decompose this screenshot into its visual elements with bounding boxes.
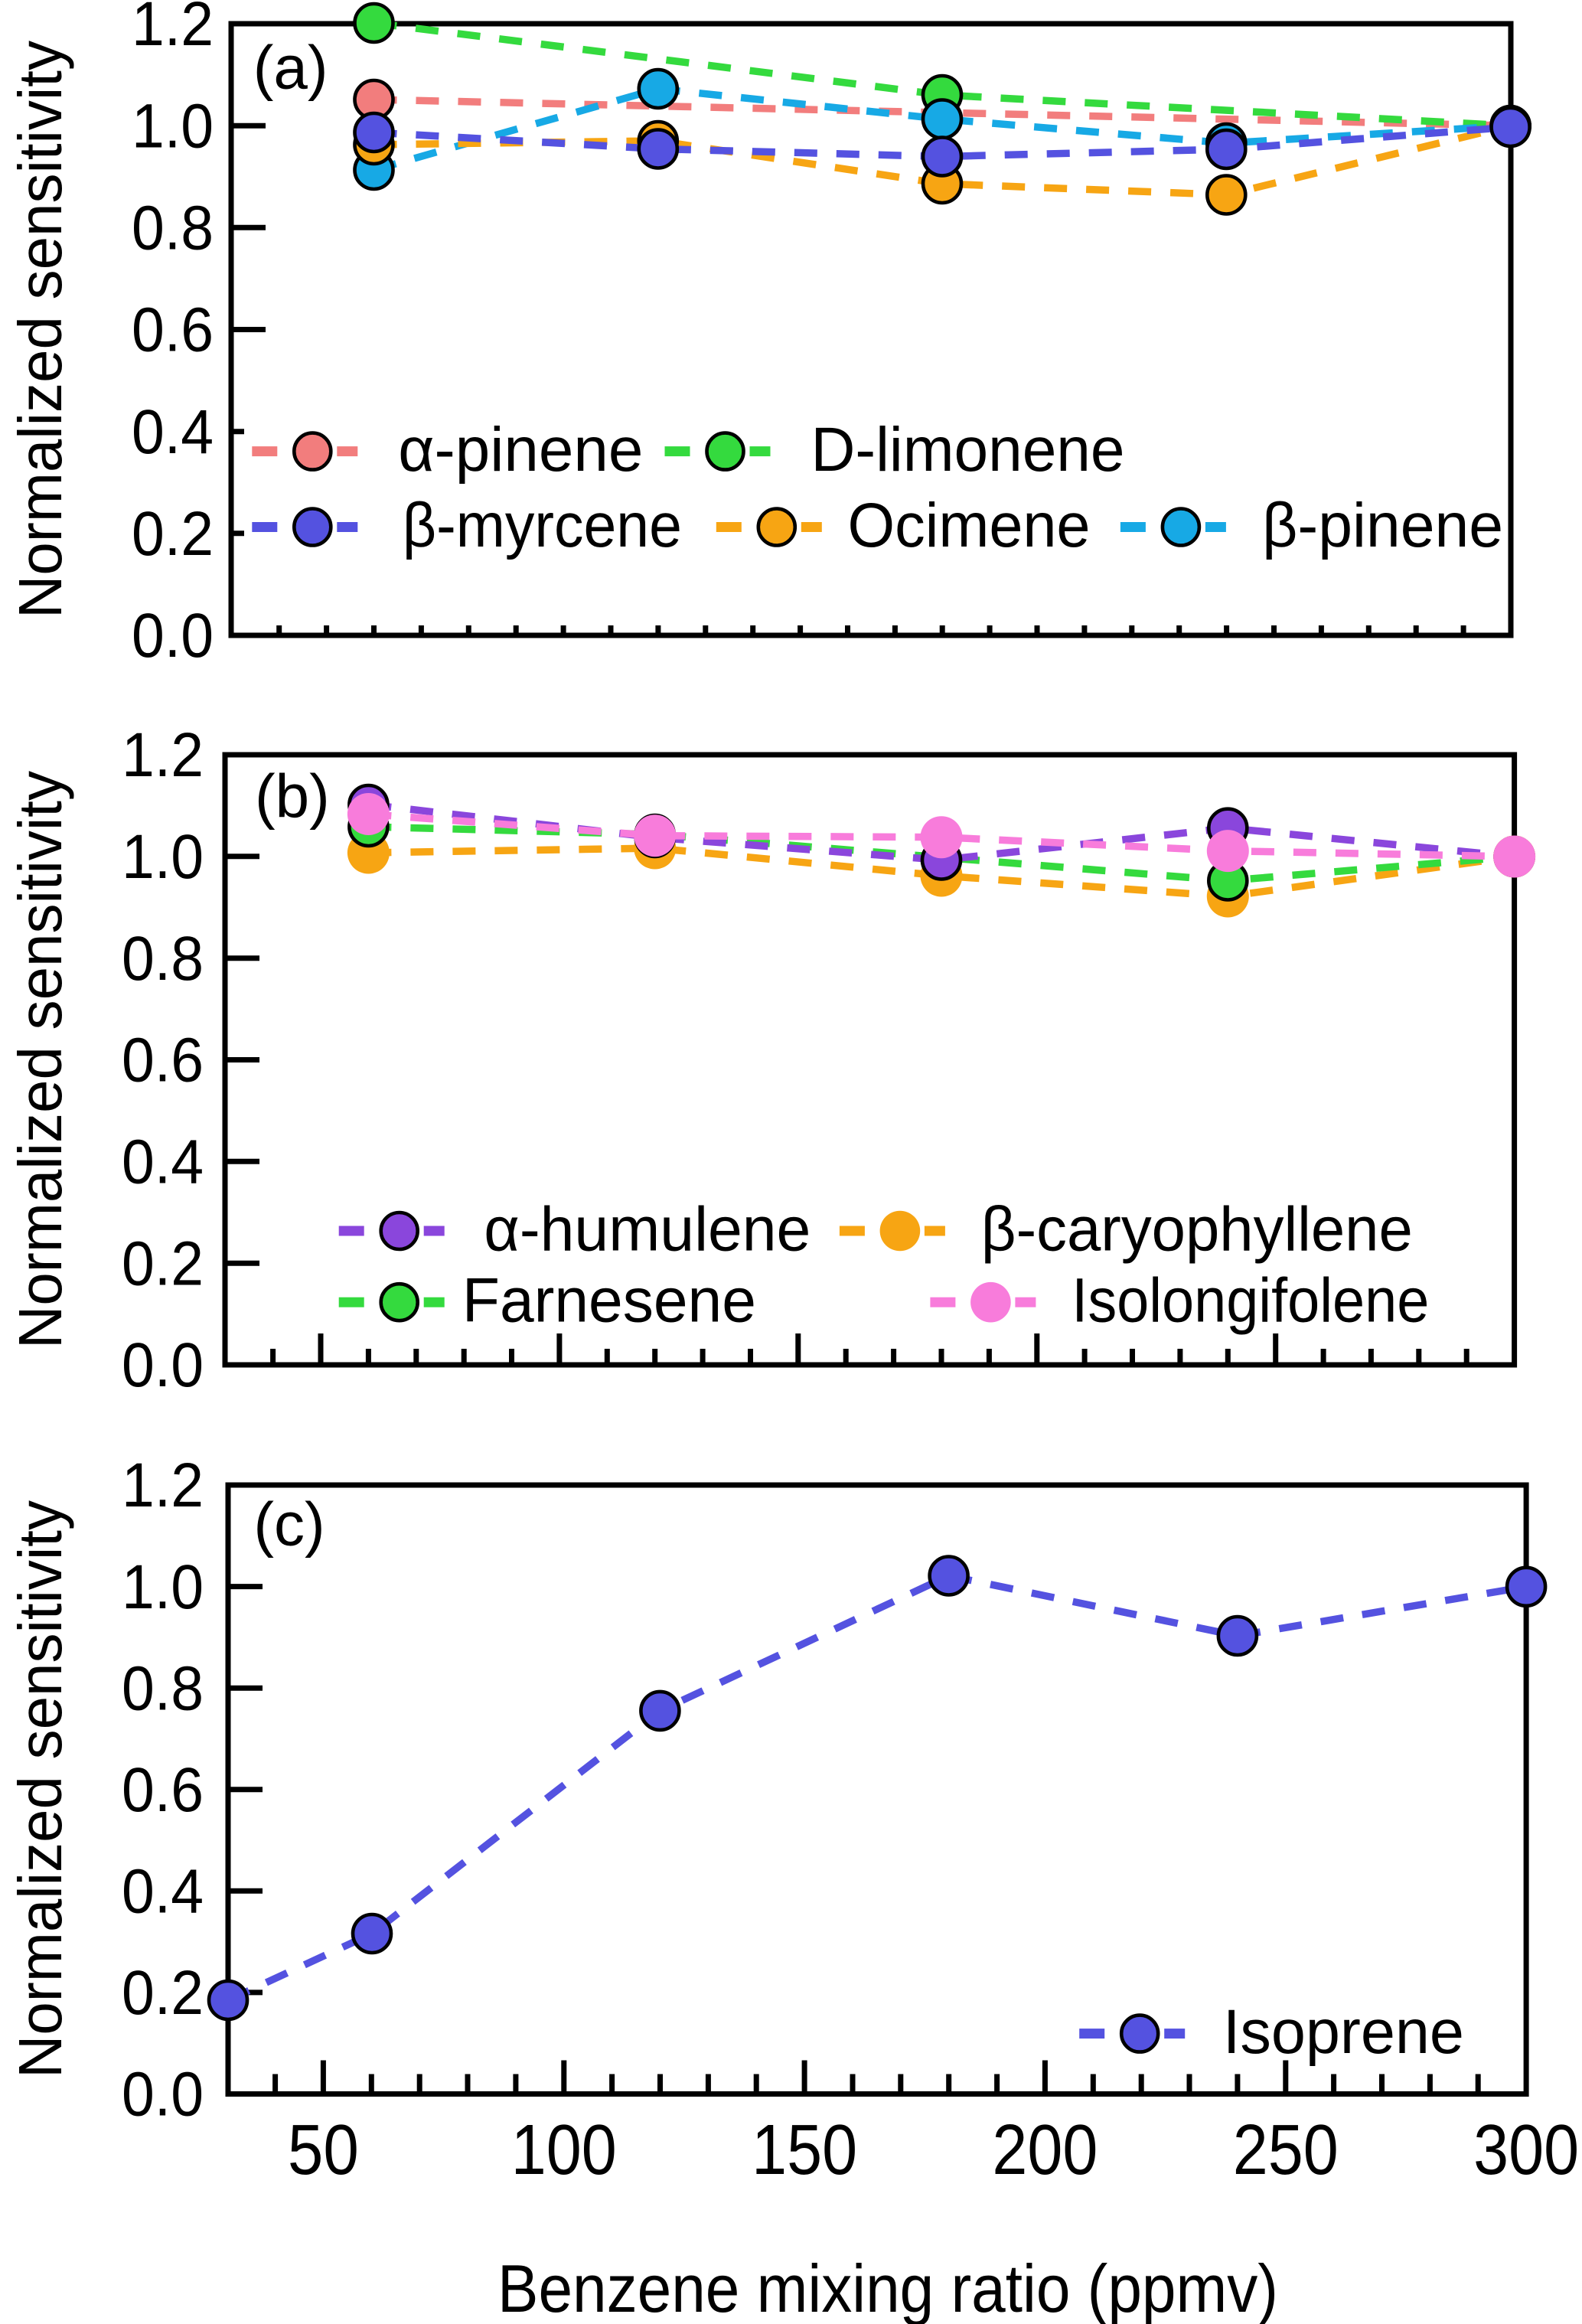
svg-text:0.2: 0.2 xyxy=(132,499,214,569)
svg-text:200: 200 xyxy=(992,2110,1098,2189)
svg-text:1.2: 1.2 xyxy=(122,720,204,790)
svg-text:β-myrcene: β-myrcene xyxy=(403,491,682,560)
svg-text:1.0: 1.0 xyxy=(132,91,214,161)
svg-text:250: 250 xyxy=(1233,2110,1339,2189)
svg-text:0.6: 0.6 xyxy=(122,1026,204,1095)
svg-text:Normalized sensitivity: Normalized sensitivity xyxy=(6,41,74,619)
svg-text:1.0: 1.0 xyxy=(122,1552,204,1622)
svg-text:0.4: 0.4 xyxy=(132,397,214,467)
svg-text:1.2: 1.2 xyxy=(122,1451,204,1520)
svg-text:0.8: 0.8 xyxy=(122,1653,204,1723)
svg-text:0.8: 0.8 xyxy=(132,194,214,263)
svg-text:50: 50 xyxy=(288,2110,359,2189)
svg-text:0.2: 0.2 xyxy=(122,1958,204,2028)
svg-text:0.0: 0.0 xyxy=(122,1330,204,1400)
svg-text:Farnesene: Farnesene xyxy=(462,1266,756,1336)
svg-text:0.0: 0.0 xyxy=(132,601,214,671)
svg-text:0.6: 0.6 xyxy=(122,1755,204,1825)
svg-text:D-limonene: D-limonene xyxy=(811,415,1125,485)
svg-text:(b): (b) xyxy=(255,762,330,831)
svg-text:α-pinene: α-pinene xyxy=(398,415,643,485)
svg-text:Normalized sensitivity: Normalized sensitivity xyxy=(6,1500,74,2078)
svg-text:300: 300 xyxy=(1473,2110,1579,2189)
svg-text:β-pinene: β-pinene xyxy=(1262,491,1503,560)
svg-text:100: 100 xyxy=(511,2110,617,2189)
svg-text:1.0: 1.0 xyxy=(122,822,204,892)
svg-text:Ocimene: Ocimene xyxy=(848,491,1091,560)
svg-text:0.4: 0.4 xyxy=(122,1128,204,1197)
svg-text:0.6: 0.6 xyxy=(132,295,214,365)
svg-text:(a): (a) xyxy=(253,33,328,101)
svg-text:β-caryophyllene: β-caryophyllene xyxy=(981,1194,1413,1264)
svg-text:0.8: 0.8 xyxy=(122,924,204,994)
svg-text:α-humulene: α-humulene xyxy=(484,1194,811,1264)
svg-text:0.0: 0.0 xyxy=(122,2060,204,2130)
svg-text:(c): (c) xyxy=(253,1490,325,1558)
svg-text:1.2: 1.2 xyxy=(132,0,214,59)
svg-text:0.2: 0.2 xyxy=(122,1229,204,1298)
svg-text:150: 150 xyxy=(752,2110,857,2189)
svg-text:0.4: 0.4 xyxy=(122,1857,204,1927)
svg-text:Benzene mixing ratio (ppmv): Benzene mixing ratio (ppmv) xyxy=(497,2251,1278,2324)
svg-text:Isolongifolene: Isolongifolene xyxy=(1072,1266,1429,1336)
svg-text:Normalized sensitivity: Normalized sensitivity xyxy=(6,771,74,1349)
svg-text:Isoprene: Isoprene xyxy=(1223,1997,1464,2067)
